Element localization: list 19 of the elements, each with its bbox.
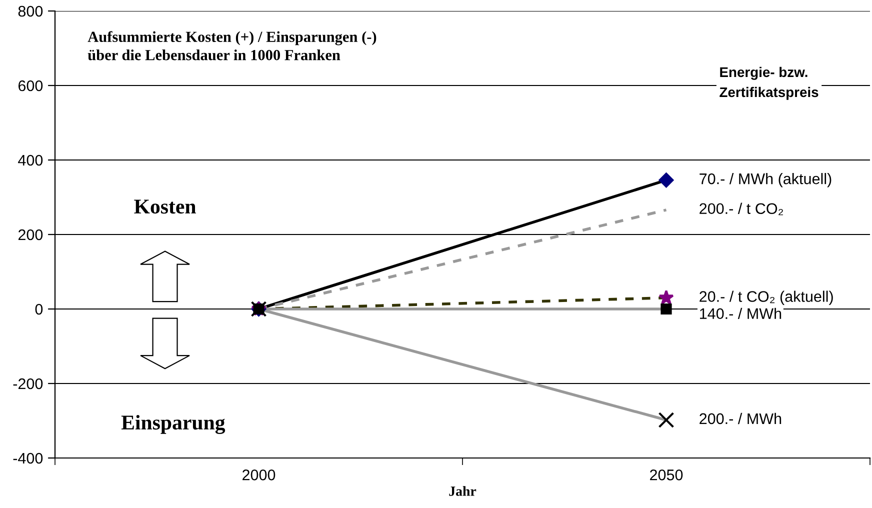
y-tick-label: -400 xyxy=(13,452,43,464)
series-label: 140.- / MWh xyxy=(700,308,782,320)
annotation: Kosten xyxy=(134,200,196,214)
y-tick-label: 0 xyxy=(35,304,43,315)
y-tick-label: 600 xyxy=(18,80,43,92)
y-tick-label: 400 xyxy=(18,154,43,166)
series-label: 20.- / t CO₂ (aktuell) xyxy=(700,290,833,305)
x-axis-title: Jahr xyxy=(449,486,476,496)
text: Aufsummierte Kosten (+) / Einsparungen (-) über die Lebensdauer in 1000 Franken xyxy=(88,31,376,60)
y-tick-label: -200 xyxy=(13,378,43,390)
text: 200.- / t CO₂ xyxy=(700,202,783,216)
series-label: 70.- / MWh (aktuell) xyxy=(700,172,832,188)
x-tick-label: 2050 xyxy=(650,470,683,480)
x-tick-label: 2000 xyxy=(242,470,276,480)
y-tick-label: 200 xyxy=(18,229,43,240)
legend-title: Energie- bzw. Zertifikatspreis xyxy=(720,66,818,100)
series-label: 200.- / MWh xyxy=(700,412,782,424)
annotation: Einsparung xyxy=(121,414,226,434)
y-tick-label: 800 xyxy=(18,6,43,17)
